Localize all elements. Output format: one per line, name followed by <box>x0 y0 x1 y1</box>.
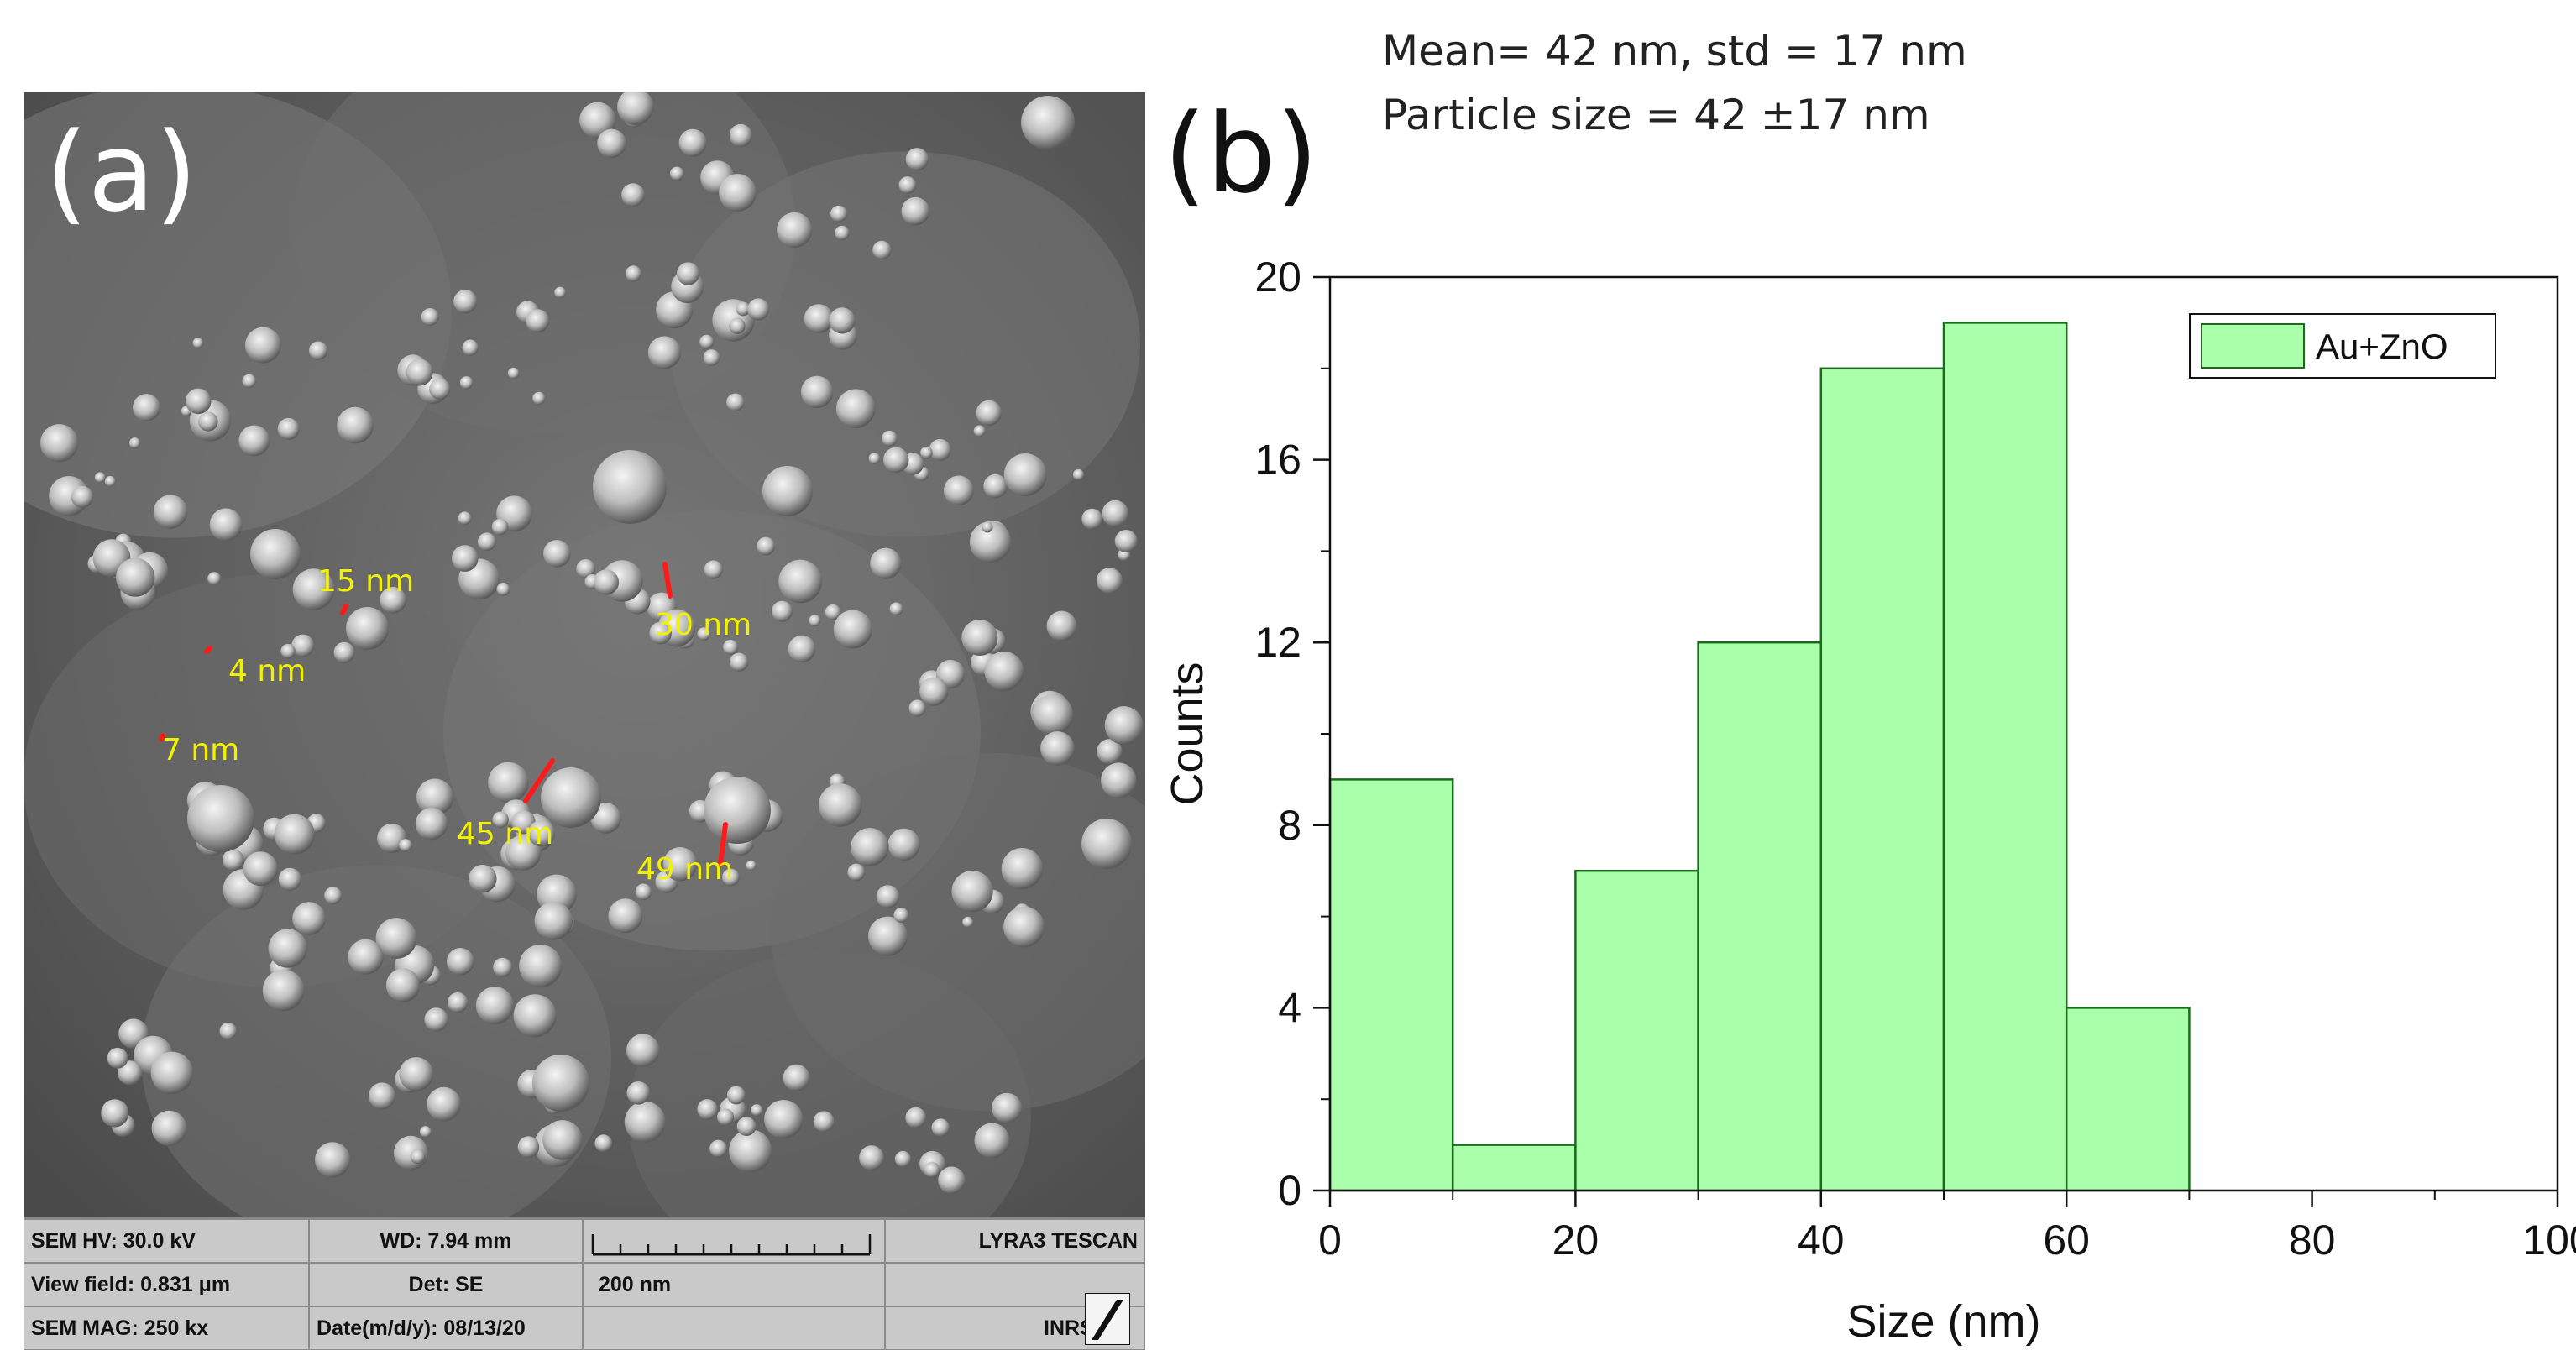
info-detector: Det: SE <box>309 1263 583 1306</box>
y-tick-label: 8 <box>1278 802 1301 849</box>
y-tick-label: 0 <box>1278 1167 1301 1214</box>
info-empty <box>583 1306 885 1350</box>
info-instrument: LYRA3 TESCAN <box>885 1219 1145 1263</box>
y-axis-title: Counts <box>1162 662 1212 805</box>
histogram-bar <box>1819 367 1945 1192</box>
legend-box <box>2189 313 2496 379</box>
info-date: Date(m/d/y): 08/13/20 <box>309 1306 583 1350</box>
x-tick-label: 100 <box>2522 1217 2576 1264</box>
histogram-bar <box>1697 641 1823 1192</box>
histogram-bar <box>2065 1007 2191 1192</box>
inrs-logo-icon <box>1085 1293 1130 1345</box>
legend: Au+ZnO <box>2189 313 2496 379</box>
legend-label: Au+ZnO <box>2316 327 2448 366</box>
histogram-bar <box>1328 778 1454 1192</box>
x-tick-label: 60 <box>2043 1217 2090 1264</box>
nanoparticles <box>40 92 1144 1194</box>
x-tick-label: 0 <box>1318 1217 1342 1264</box>
info-scale-bar-cell <box>583 1219 885 1263</box>
measurement-label-49nm: 49 nm <box>636 852 734 887</box>
histogram-bar <box>1574 869 1699 1192</box>
info-sem-hv: SEM HV: 30.0 kV <box>24 1219 309 1263</box>
sem-info-bar: SEM HV: 30.0 kV WD: 7.94 mm LYRA3 TESCAN… <box>24 1217 1145 1350</box>
stats-particle-size: Particle size = 42 ±17 nm <box>1382 91 1930 139</box>
measurement-label-7nm: 7 nm <box>162 733 240 767</box>
sem-panel: (a) 15 nm 4 nm 7 nm 30 nm 45 nm 49 nm SE… <box>24 92 1145 1350</box>
measurement-label-15nm: 15 nm <box>317 564 415 599</box>
y-tick-label: 20 <box>1254 254 1301 301</box>
info-wd: WD: 7.94 mm <box>309 1219 583 1263</box>
y-tick-label: 4 <box>1278 984 1301 1031</box>
y-tick-label: 12 <box>1254 619 1301 666</box>
x-tick-label: 80 <box>2289 1217 2336 1264</box>
info-blank <box>885 1263 1145 1306</box>
legend-swatch <box>2201 323 2305 369</box>
measurement-label-30nm: 30 nm <box>655 608 752 642</box>
x-tick-label: 20 <box>1552 1217 1600 1264</box>
panel-a-label: (a) <box>45 108 198 236</box>
stats-mean-std: Mean= 42 nm, std = 17 nm <box>1382 27 1967 76</box>
info-view-field: View field: 0.831 μm <box>24 1263 309 1306</box>
panel-b-label: (b) <box>1164 90 1318 217</box>
sem-micrograph <box>24 92 1145 1217</box>
plot-frame <box>1328 275 2559 1192</box>
measurement-label-4nm: 4 nm <box>228 654 306 688</box>
histogram-bar <box>1451 1144 1577 1192</box>
info-scale-value: 200 nm <box>583 1263 885 1306</box>
scale-bar <box>591 1234 872 1256</box>
x-axis-title: Size (nm) <box>1846 1296 2040 1347</box>
y-tick-label: 16 <box>1254 437 1301 484</box>
info-sem-mag: SEM MAG: 250 kx <box>24 1306 309 1350</box>
histogram-bar <box>1942 322 2068 1192</box>
x-tick-label: 40 <box>1798 1217 1845 1264</box>
measurement-lines <box>159 562 728 867</box>
measurement-label-45nm: 45 nm <box>457 817 554 851</box>
